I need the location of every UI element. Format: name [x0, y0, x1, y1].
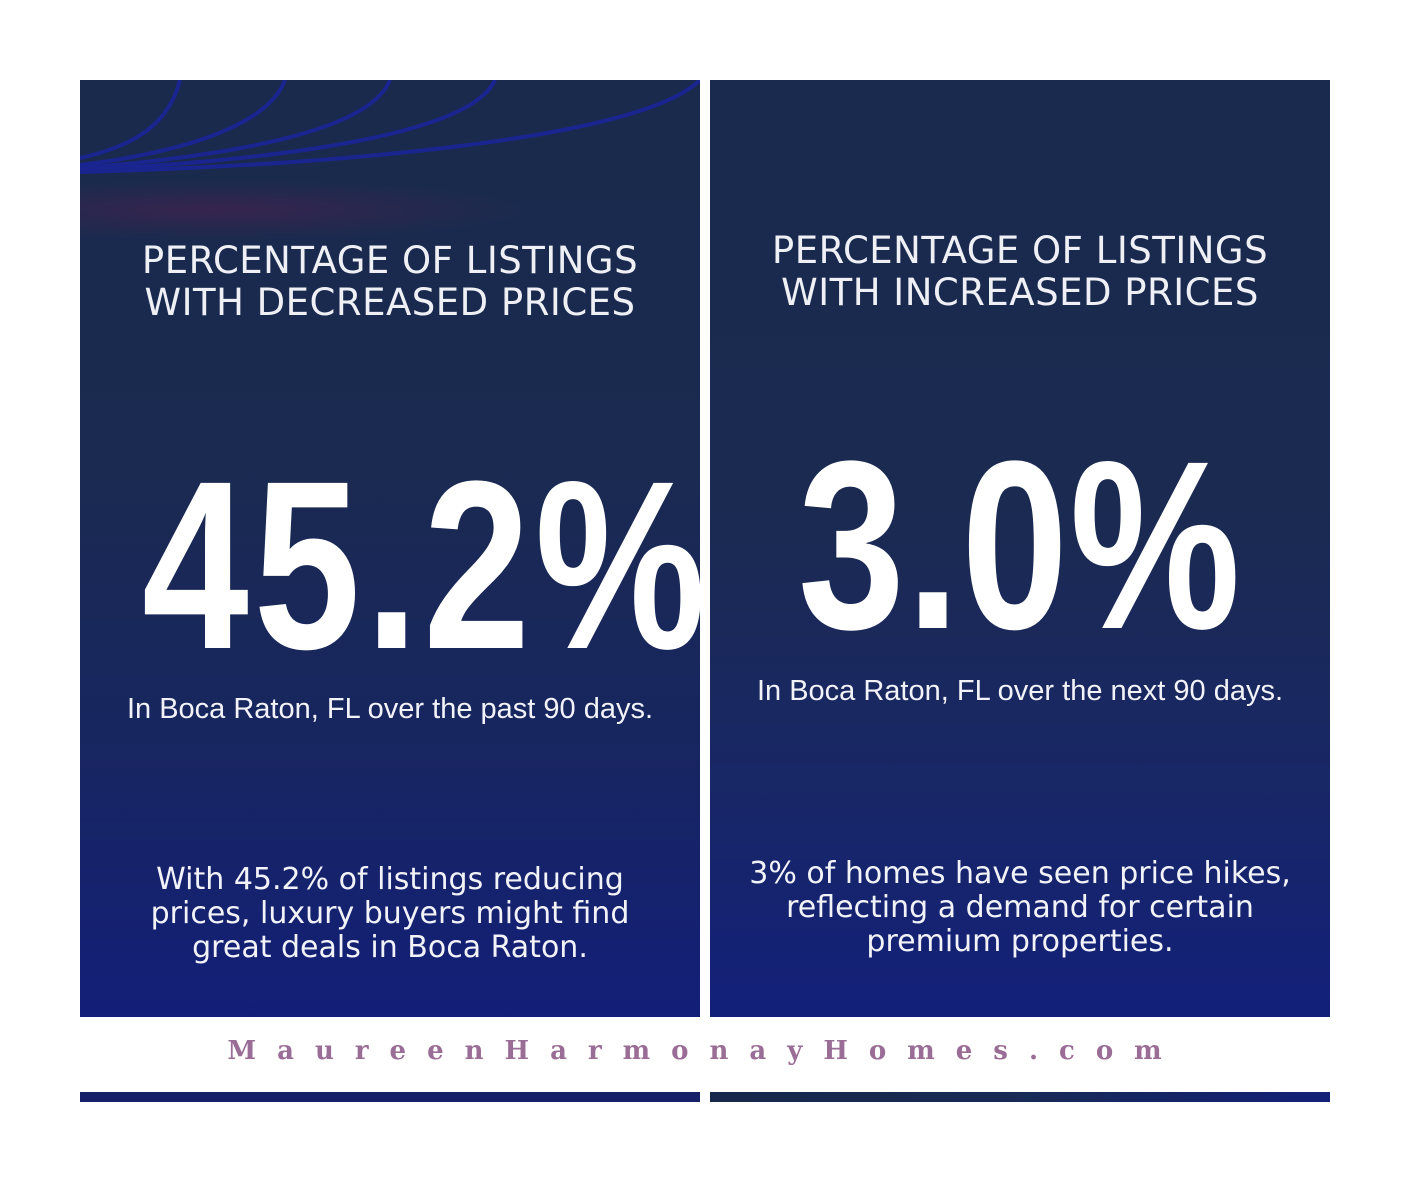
footer-bar-left — [80, 1092, 700, 1102]
percentage-value: 45.2% — [142, 431, 700, 699]
website-name: MaureenHarmonayHomes.com — [227, 1036, 1183, 1066]
increased-prices-panel: PERCENTAGE OF LISTINGS WITH INCREASED PR… — [710, 80, 1330, 1017]
panel-description: With 45.2% of listings reducing prices, … — [150, 862, 630, 965]
panel-description: 3% of homes have seen price hikes, refle… — [749, 856, 1291, 959]
footer-bar-right — [710, 1092, 1330, 1102]
decorative-swoosh-lines — [80, 80, 700, 174]
panel-title: PERCENTAGE OF LISTINGS WITH INCREASED PR… — [710, 230, 1330, 314]
title-line-2: WITH DECREASED PRICES — [144, 281, 636, 324]
title-line-1: PERCENTAGE OF LISTINGS — [141, 239, 639, 282]
percentage-value: 3.0% — [797, 411, 1243, 679]
decreased-prices-panel: PERCENTAGE OF LISTINGS WITH DECREASED PR… — [80, 80, 700, 1017]
title-line-1: PERCENTAGE OF LISTINGS — [771, 229, 1269, 272]
title-line-2: WITH INCREASED PRICES — [781, 271, 1259, 314]
decorative-glow — [80, 180, 530, 240]
panel-subtitle: In Boca Raton, FL over the past 90 days. — [126, 693, 654, 725]
panel-subtitle: In Boca Raton, FL over the next 90 days. — [756, 675, 1284, 707]
panel-title: PERCENTAGE OF LISTINGS WITH DECREASED PR… — [80, 240, 700, 324]
